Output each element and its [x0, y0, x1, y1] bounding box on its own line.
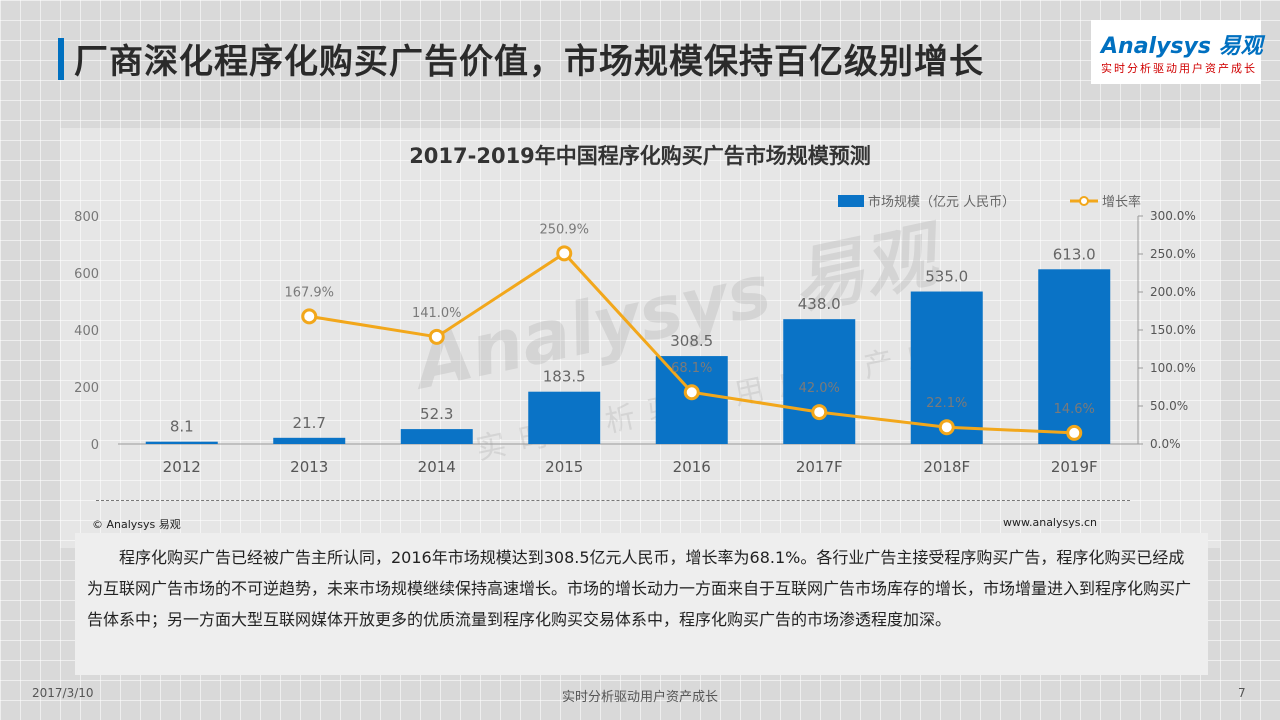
bar: [910, 291, 983, 444]
growth-rate-label: 250.9%: [539, 222, 589, 237]
bar-value-label: 438.0: [798, 295, 841, 313]
bar: [400, 429, 473, 444]
growth-rate-point: [556, 245, 573, 262]
bar-value-label: 52.3: [420, 405, 453, 423]
title-accent-bar: [58, 38, 64, 80]
bar-value-label: 183.5: [543, 368, 586, 386]
x-tick-label: 2017F: [796, 458, 843, 476]
logo-brand-text: Analysys 易观: [1101, 34, 1263, 59]
y-right-tick-label: 250.0%: [1150, 247, 1196, 261]
page-number: 7: [1238, 686, 1246, 700]
y-left-tick-label: 800: [74, 210, 99, 225]
footer-tagline: 实时分析驱动用户资产成长: [561, 690, 718, 705]
legend-bar-swatch: [838, 195, 864, 207]
description-text: 程序化购买广告已经被广告主所认同，2016年市场规模达到308.5亿元人民币，增…: [87, 548, 1192, 629]
y-left-tick-label: 200: [74, 381, 99, 396]
growth-rate-label: 14.6%: [1054, 402, 1095, 417]
website-text: www.analysys.cn: [1003, 516, 1097, 529]
legend-line-marker: [1079, 196, 1089, 206]
growth-rate-point: [1066, 424, 1083, 441]
page-title: 厂商深化程序化购买广告价值，市场规模保持百亿级别增长: [74, 42, 984, 82]
source-divider: [96, 500, 1130, 501]
legend-line-label: 增长率: [1102, 194, 1141, 210]
growth-rate-point: [428, 328, 445, 345]
bar: [273, 437, 346, 444]
y-left-tick-label: 0: [91, 438, 99, 453]
growth-rate-point: [938, 419, 955, 436]
y-right-tick-label: 200.0%: [1150, 285, 1196, 299]
x-tick-label: 2012: [163, 458, 201, 476]
y-right-tick-label: 0.0%: [1150, 437, 1181, 451]
bar: [1038, 269, 1111, 444]
y-right-tick-label: 150.0%: [1150, 323, 1196, 337]
growth-rate-label: 167.9%: [284, 285, 334, 300]
bar-value-label: 8.1: [170, 418, 194, 436]
growth-rate-point: [301, 308, 318, 325]
growth-rate-point: [683, 384, 700, 401]
brand-logo: Analysys 易观 实时分析驱动用户资产成长: [1091, 20, 1263, 84]
bar-value-label: 535.0: [925, 268, 968, 286]
bar: [145, 441, 218, 444]
bar: [528, 391, 601, 444]
bar-value-label: 613.0: [1053, 245, 1096, 263]
description-box: 程序化购买广告已经被广告主所认同，2016年市场规模达到308.5亿元人民币，增…: [75, 533, 1208, 675]
bar: [783, 319, 856, 444]
growth-rate-label: 68.1%: [671, 361, 712, 376]
x-tick-label: 2014: [418, 458, 456, 476]
footer-date: 2017/3/10: [32, 686, 94, 700]
x-tick-label: 2019F: [1051, 458, 1098, 476]
y-right-tick-label: 300.0%: [1150, 209, 1196, 223]
legend-bar-label: 市场规模（亿元 人民币）: [868, 194, 1015, 210]
bar-value-label: 308.5: [670, 332, 713, 350]
x-tick-label: 2018F: [923, 458, 970, 476]
logo-slogan: 实时分析驱动用户资产成长: [1101, 62, 1257, 75]
growth-rate-point: [811, 404, 828, 421]
chart-title: 2017-2019年中国程序化购买广告市场规模预测: [409, 144, 871, 168]
y-right-tick-label: 50.0%: [1150, 399, 1188, 413]
y-left-tick-label: 600: [74, 267, 99, 282]
copyright-text: © Analysys 易观: [92, 518, 181, 531]
growth-rate-label: 22.1%: [926, 396, 967, 411]
growth-rate-label: 141.0%: [412, 306, 462, 321]
bar-value-label: 21.7: [293, 414, 326, 432]
growth-rate-label: 42.0%: [799, 381, 840, 396]
y-left-tick-label: 400: [74, 324, 99, 339]
y-right-tick-label: 100.0%: [1150, 361, 1196, 375]
x-tick-label: 2013: [290, 458, 328, 476]
x-tick-label: 2016: [673, 458, 711, 476]
x-tick-label: 2015: [545, 458, 583, 476]
